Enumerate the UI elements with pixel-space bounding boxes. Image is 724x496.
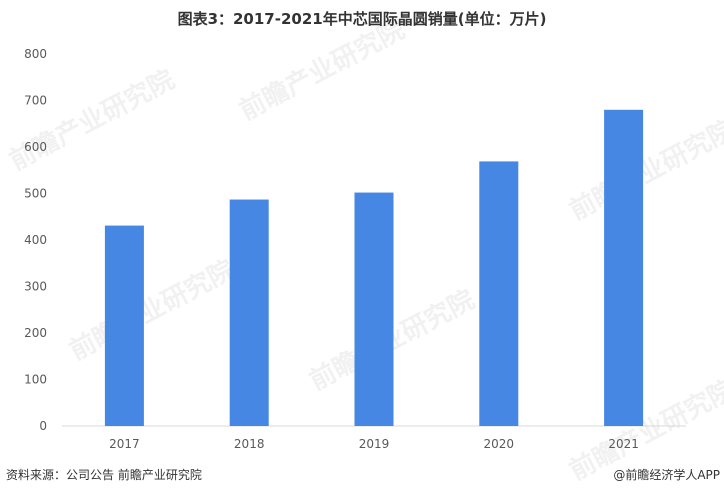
bar-2019 (354, 192, 394, 426)
bar-2020 (479, 161, 519, 427)
y-tick-label: 700 (24, 94, 47, 108)
y-tick-label: 0 (39, 419, 47, 433)
x-tick-label: 2019 (359, 437, 390, 451)
y-tick-label: 200 (24, 326, 47, 340)
bar-2018 (229, 199, 269, 426)
x-tick-label: 2017 (109, 437, 140, 451)
y-tick-label: 500 (24, 187, 47, 201)
bar-2021 (604, 109, 644, 427)
bar-2017 (104, 225, 144, 426)
y-tick-label: 800 (24, 47, 47, 61)
y-tick-label: 600 (24, 140, 47, 154)
y-tick-label: 300 (24, 280, 47, 294)
source-note: 资料来源：公司公告 前瞻产业研究院 (6, 468, 202, 482)
x-tick-label: 2018 (234, 437, 265, 451)
brand-credit: @前瞻经济学人APP (613, 468, 720, 482)
y-tick-label: 400 (24, 233, 47, 247)
chart-title: 图表3：2017-2021年中芯国际晶圆销量(单位：万片) (177, 10, 547, 28)
x-tick-label: 2021 (608, 437, 639, 451)
y-tick-label: 100 (24, 373, 47, 387)
x-tick-label: 2020 (484, 437, 515, 451)
